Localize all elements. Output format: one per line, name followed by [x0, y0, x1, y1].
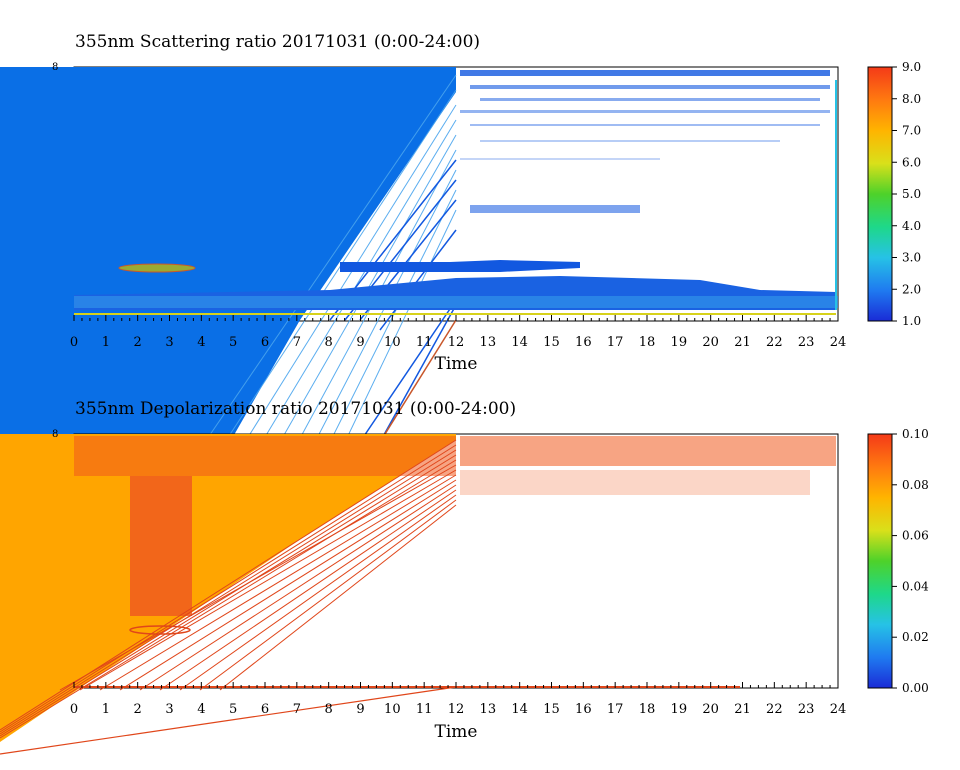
scattering-x-tick-label: 0 — [70, 335, 78, 350]
depolarization-heatmap — [0, 434, 836, 755]
depolarization-y-top-label: 8 — [52, 429, 58, 440]
depolarization-low-diagonal — [0, 686, 457, 755]
depolarization-cb-tick-label: 0.00 — [902, 681, 929, 695]
scattering-fill-region — [0, 67, 456, 442]
scattering-cb-tick-label: 3.0 — [902, 251, 921, 265]
depolarization-colorbar — [867, 433, 893, 689]
depolarization-cb-tick-label: 0.08 — [902, 478, 929, 492]
depolarization-x-tick-label: 4 — [197, 702, 205, 717]
scattering-x-tick-label: 9 — [356, 335, 364, 350]
depolarization-x-tick-label: 5 — [229, 702, 237, 717]
scattering-colorbar-ticks: 1.0 2.0 3.0 4.0 5.0 6.0 7.0 8.0 9.0 — [892, 60, 921, 328]
depolarization-xlabel: Time — [435, 722, 478, 742]
depolarization-cb-tick-label: 0.04 — [902, 579, 929, 593]
scattering-colorbar — [867, 66, 893, 322]
scattering-y-top-label: 8 — [52, 62, 58, 73]
scattering-x-tick-label: 17 — [607, 335, 624, 350]
depolarization-x-tick-label: 19 — [671, 702, 688, 717]
scattering-x-tick-label: 6 — [261, 335, 269, 350]
depolarization-x-tick-label: 8 — [325, 702, 333, 717]
depolarization-x-tick-label: 17 — [607, 702, 624, 717]
depolarization-x-tick-label: 15 — [543, 702, 560, 717]
scattering-cb-tick-label: 5.0 — [902, 187, 921, 201]
scattering-cb-tick-label: 1.0 — [902, 314, 921, 328]
scattering-x-tick-label: 20 — [702, 335, 719, 350]
depolarization-x-tick-label: 2 — [134, 702, 142, 717]
depolarization-x-tick-label: 11 — [416, 702, 433, 717]
scattering-panel: 355nm Scattering ratio 20171031 (0:00-24… — [0, 32, 921, 442]
depolarization-x-tick-label: 24 — [830, 702, 847, 717]
depolarization-x-tick-label: 6 — [261, 702, 269, 717]
depolarization-x-tick-label: 23 — [798, 702, 815, 717]
depolarization-x-tick-label: 16 — [575, 702, 592, 717]
scattering-x-tick-label: 23 — [798, 335, 815, 350]
depolarization-x-tick-label: 18 — [639, 702, 656, 717]
depolarization-x-tick-label: 3 — [165, 702, 173, 717]
depolarization-x-tick-label: 12 — [448, 702, 465, 717]
scattering-cb-tick-label: 2.0 — [902, 282, 921, 296]
scattering-x-tick-label: 7 — [293, 335, 301, 350]
depolarization-x-tick-label: 9 — [356, 702, 364, 717]
depolarization-x-tick-label: 22 — [766, 702, 783, 717]
depolarization-cb-tick-label: 0.10 — [902, 427, 929, 441]
depolarization-cb-tick-label: 0.02 — [902, 630, 929, 644]
scattering-x-tick-label: 18 — [639, 335, 656, 350]
depolarization-column — [130, 476, 192, 616]
depolarization-colorbar-ticks: 0.00 0.02 0.04 0.06 0.08 0.10 — [892, 427, 929, 695]
scattering-x-tick-label: 15 — [543, 335, 560, 350]
scattering-x-tick-label: 21 — [734, 335, 751, 350]
scattering-x-tick-label: 3 — [165, 335, 173, 350]
scattering-x-tick-label: 13 — [480, 335, 497, 350]
scattering-x-tick-label: 24 — [830, 335, 847, 350]
scattering-cb-tick-label: 9.0 — [902, 60, 921, 74]
depolarization-panel: 355nm Depolarization ratio 20171031 (0:0… — [0, 399, 929, 755]
depolarization-x-tick-label: 10 — [384, 702, 401, 717]
scattering-x-tick-label: 19 — [671, 335, 688, 350]
scattering-x-tick-label: 8 — [325, 335, 333, 350]
scattering-cb-tick-label: 6.0 — [902, 155, 921, 169]
scattering-cloud-band — [340, 260, 580, 272]
scattering-cb-tick-label: 8.0 — [902, 92, 921, 106]
scattering-noise-aloft — [460, 70, 830, 213]
depolarization-x-tick-label: 13 — [480, 702, 497, 717]
depolarization-title: 355nm Depolarization ratio 20171031 (0:0… — [75, 399, 516, 419]
scattering-x-tick-label: 14 — [511, 335, 528, 350]
scattering-diagonal-streaks — [204, 74, 457, 442]
scattering-boundary-layer — [74, 296, 838, 308]
scattering-x-tick-label: 11 — [416, 335, 433, 350]
scattering-x-tick-label: 1 — [102, 335, 110, 350]
depolarization-x-tick-label: 20 — [702, 702, 719, 717]
scattering-x-tick-label: 10 — [384, 335, 401, 350]
scattering-x-tick-label: 22 — [766, 335, 783, 350]
scattering-heatmap — [0, 67, 838, 442]
scattering-title: 355nm Scattering ratio 20171031 (0:00-24… — [75, 32, 480, 52]
depolarization-fill-lower — [0, 434, 456, 730]
depolarization-x-ticks: 0 1 2 3 4 5 6 7 8 9 10 11 12 13 14 15 16 17 18 19 20 21 22 23 24 — [70, 682, 846, 717]
depolarization-x-tick-label: 21 — [734, 702, 751, 717]
depolarization-x-tick-label: 0 — [70, 702, 78, 717]
depolarization-noise-aloft — [74, 436, 836, 495]
scattering-x-ticks: 0 1 2 3 4 5 6 7 8 9 10 11 12 13 14 15 16 17 18 19 20 21 22 23 24 — [70, 315, 846, 350]
scattering-x-tick-label: 16 — [575, 335, 592, 350]
scattering-cb-tick-label: 7.0 — [902, 124, 921, 138]
depolarization-cb-tick-label: 0.06 — [902, 529, 929, 543]
scattering-x-tick-label: 4 — [197, 335, 205, 350]
depolarization-diagonal-streaks — [0, 439, 457, 739]
scattering-cb-tick-label: 4.0 — [902, 219, 921, 233]
scattering-plume — [118, 263, 196, 273]
scattering-xlabel: Time — [435, 354, 478, 374]
depolarization-x-tick-label: 14 — [511, 702, 528, 717]
depolarization-x-tick-label: 7 — [293, 702, 301, 717]
scattering-x-tick-label: 12 — [448, 335, 465, 350]
scattering-x-tick-label: 5 — [229, 335, 237, 350]
scattering-brown-diagonal — [379, 319, 457, 442]
depolarization-x-tick-label: 1 — [102, 702, 110, 717]
scattering-x-tick-label: 2 — [134, 335, 142, 350]
